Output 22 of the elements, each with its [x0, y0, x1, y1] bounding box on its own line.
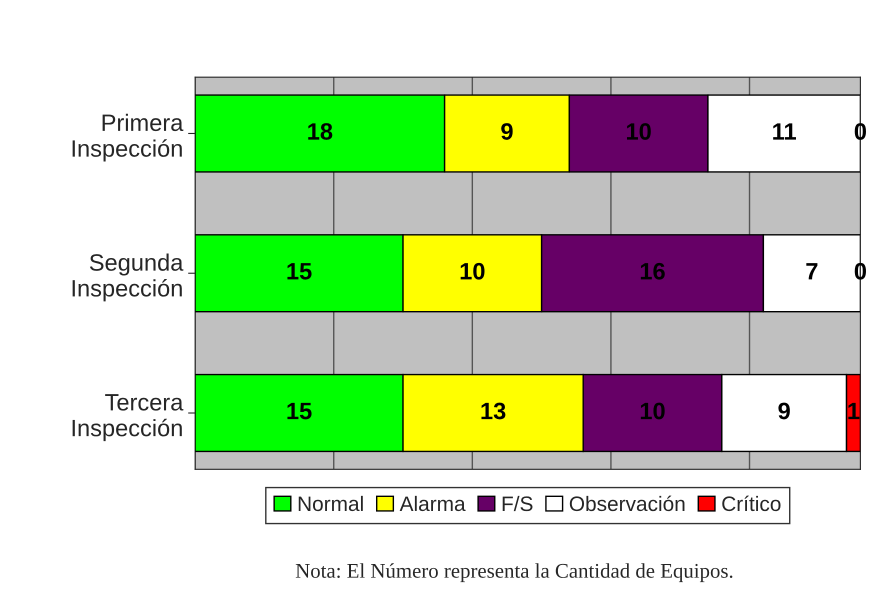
data-label: 9	[501, 123, 513, 140]
data-label: 7	[806, 263, 818, 280]
y-tick-label: Segunda Inspección	[72, 254, 184, 302]
data-label: 16	[640, 262, 665, 280]
data-label: 15	[287, 402, 312, 420]
data-label: 18	[308, 123, 332, 140]
legend-label: Observación	[570, 496, 684, 512]
data-label: 13	[481, 402, 506, 420]
data-label: 15	[287, 263, 312, 280]
legend-label: F/S	[502, 496, 532, 512]
legend-label: Alarma	[400, 496, 466, 512]
y-tick-label: Primera Inspección	[72, 114, 184, 162]
data-label: 9	[778, 402, 790, 420]
y-tick-label: Tercera Inspección	[72, 394, 184, 442]
data-label: 10	[640, 402, 665, 420]
data-label: 1	[848, 402, 860, 420]
legend-label: Normal	[298, 496, 363, 512]
data-label: 10	[460, 262, 484, 280]
data-label: 11	[773, 123, 796, 140]
text: Nota: El Número representa la Cantidad de Equipos.	[296, 563, 732, 582]
legend-label: Crítico	[722, 496, 781, 512]
data-label: 10	[626, 123, 651, 140]
